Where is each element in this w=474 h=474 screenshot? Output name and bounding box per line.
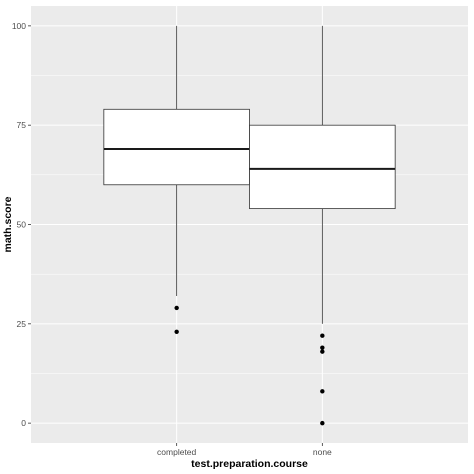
box-iqr <box>249 124 396 210</box>
y-tick-label: 100 <box>12 21 26 31</box>
outlier-point <box>320 349 325 354</box>
outlier-point <box>174 329 179 334</box>
outlier-point <box>320 420 325 426</box>
y-tick-label: 0 <box>21 418 26 428</box>
box-none <box>249 25 396 426</box>
y-axis: 0 25 50 75 100 <box>12 21 31 428</box>
outlier-point <box>320 333 325 338</box>
box-completed <box>103 25 250 334</box>
box-iqr <box>103 108 250 186</box>
plot-panel <box>31 6 468 443</box>
x-axis-title: test.preparation.course <box>191 458 308 470</box>
x-tick-label: none <box>313 447 332 457</box>
y-tick-label: 75 <box>17 120 27 130</box>
box-series <box>103 25 396 426</box>
x-axis: completed none <box>157 443 332 457</box>
outlier-point <box>174 305 179 311</box>
y-tick-label: 50 <box>17 220 27 230</box>
y-tick-label: 25 <box>17 319 27 329</box>
outlier-point <box>320 345 325 350</box>
outlier-point <box>320 389 325 394</box>
y-axis-title: math.score <box>2 196 14 252</box>
x-tick-label: completed <box>157 447 196 457</box>
